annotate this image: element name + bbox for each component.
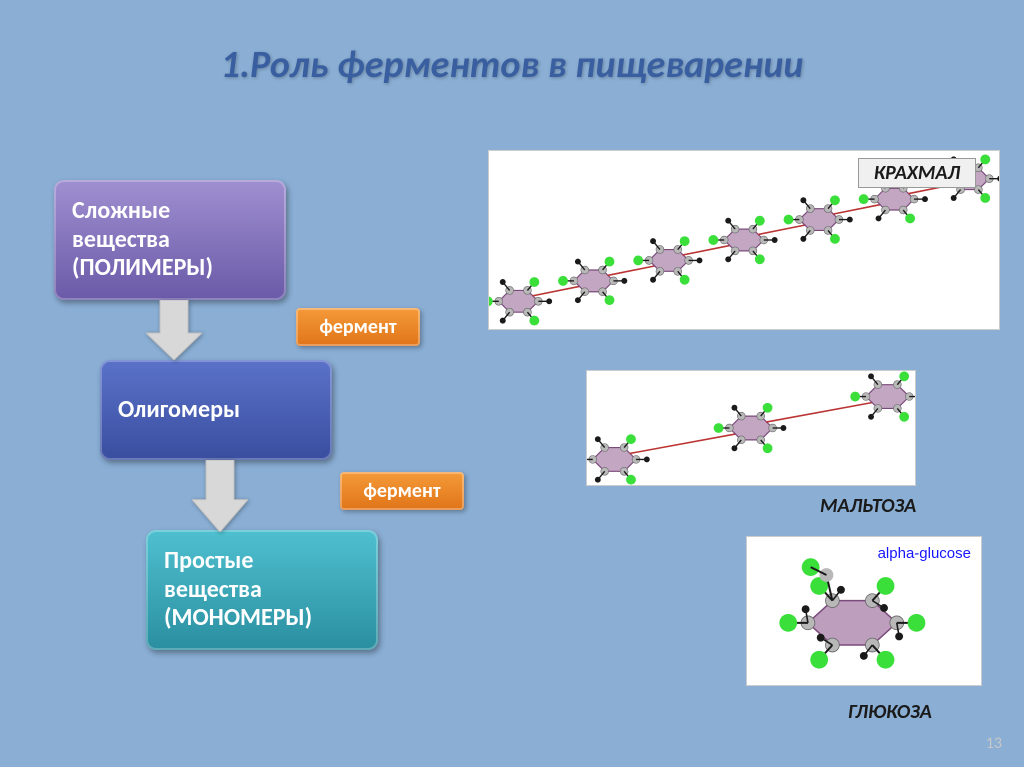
- slide-title: 1.Роль ферментов в пищеварении: [0, 42, 1024, 88]
- maltose-molecule-icon: [587, 371, 915, 485]
- flow-box-oligomers: Олигомеры: [100, 360, 332, 460]
- box2-line1: Олигомеры: [118, 396, 314, 425]
- molecule-panel-maltose: [586, 370, 916, 486]
- flow-box-polymers: Сложные вещества (ПОЛИМЕРЫ): [54, 180, 286, 300]
- box3-line1: Простые: [164, 547, 360, 576]
- enzyme-label-2: фермент: [340, 472, 464, 510]
- molecule-label-glucose: ГЛЮКОЗА: [848, 700, 932, 724]
- molecule-panel-glucose: alpha-glucose: [746, 536, 982, 686]
- box1-line1: Сложные: [72, 197, 268, 226]
- box1-line2: вещества: [72, 226, 268, 255]
- slide-number: 13: [986, 734, 1002, 753]
- enzyme-label-1: фермент: [296, 308, 420, 346]
- molecule-label-starch: КРАХМАЛ: [858, 158, 976, 188]
- box1-line3: (ПОЛИМЕРЫ): [72, 254, 268, 283]
- slide: 1.Роль ферментов в пищеварении Сложные в…: [0, 0, 1024, 767]
- molecule-label-maltose: МАЛЬТОЗА: [820, 494, 916, 518]
- flow-box-monomers: Простые вещества (МОНОМЕРЫ): [146, 530, 378, 650]
- arrow-polymers-to-oligomers: [146, 300, 202, 360]
- box3-line3: (МОНОМЕРЫ): [164, 604, 360, 633]
- arrow-oligomers-to-monomers: [192, 460, 248, 532]
- alpha-glucose-label: alpha-glucose: [878, 545, 971, 562]
- box3-line2: вещества: [164, 576, 360, 605]
